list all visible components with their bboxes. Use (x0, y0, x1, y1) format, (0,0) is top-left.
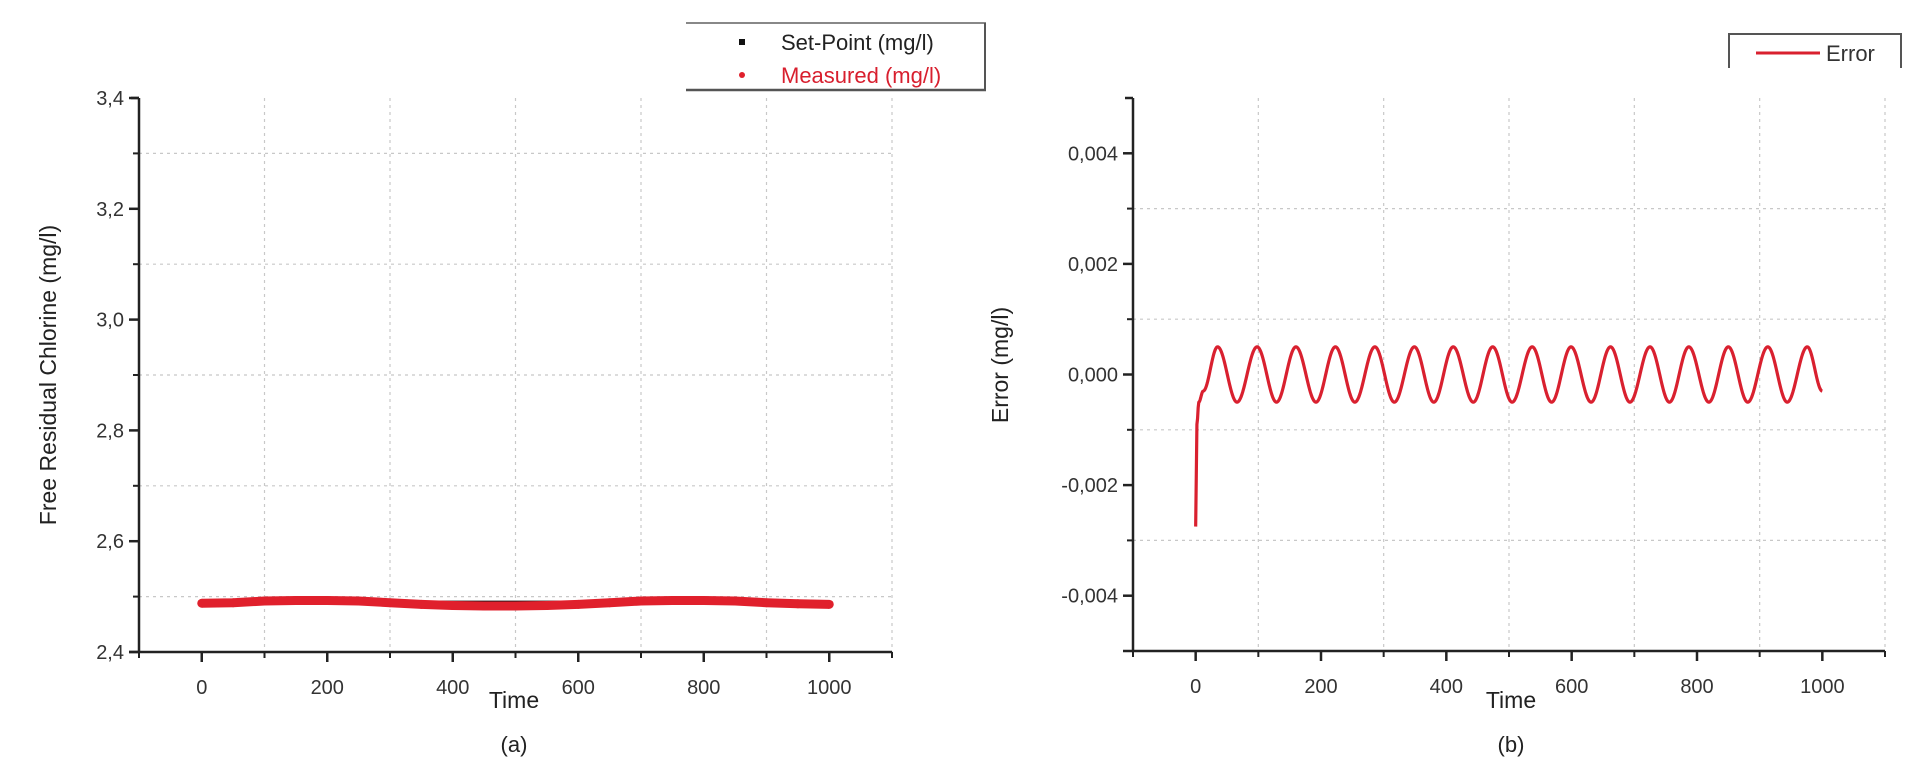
measured-data-point (636, 596, 646, 606)
measured-data-point (291, 595, 301, 605)
chart-a-axes: 0 200 400 600 800 1000 2,4 2,6 2,8 3,0 3,2 3,4 (96, 88, 893, 699)
chart-a-x-tick-label: 1000 (807, 677, 852, 699)
chart-b-grid (1133, 98, 1886, 651)
chart-b-y-tick-label: 0,004 (1068, 143, 1118, 165)
measured-data-point (479, 601, 489, 611)
chart-a-x-tick-label: 0 (196, 677, 207, 699)
chart-a-y-tick-label: 2,6 (96, 531, 124, 553)
chart-a-y-tick-label: 3,4 (96, 88, 124, 110)
measured-data-point (730, 596, 740, 606)
chart-a-x-tick-label: 200 (311, 677, 344, 699)
chart-a-x-tick-label: 800 (687, 677, 720, 699)
measured-data-point (354, 596, 364, 606)
measured-data-point (542, 600, 552, 610)
chart-b-axes: 0 200 400 600 800 1000 -0,004 -0,002 0,000 0,002 0… (1061, 96, 1886, 698)
chart-b-y-tick-label: -0,004 (1061, 586, 1118, 608)
chart-b-marks (1194, 345, 1824, 527)
chart-a-y-tick-label: 2,4 (96, 642, 124, 664)
chart-b-y-tick-label: 0,000 (1068, 365, 1118, 387)
measured-data-point (762, 598, 771, 608)
chart-b-x-axis-title: Time (1486, 687, 1536, 713)
chart-b-legend: Error (1728, 33, 1902, 68)
chart-a-x-tick-label: 600 (562, 677, 595, 699)
chart-a-marks (197, 595, 834, 611)
chart-a-y-tick-label: 3,2 (96, 199, 124, 221)
measured-legend-marker (739, 72, 745, 78)
error-legend-label: Error (1826, 41, 1875, 66)
chart-a-legend: Set-Point (mg/l) Measured (mg/l) (686, 22, 986, 92)
measured-data-point (824, 599, 834, 609)
chart-a-free-residual-chlorine: 0 200 400 600 800 1000 2,4 2,6 2,8 3,0 3,2 3,4 Time… (35, 22, 986, 757)
chart-b-error: 0 200 400 600 800 1000 -0,004 -0,002 0,000 0,002 0… (987, 33, 1902, 757)
measured-data-point (605, 598, 615, 608)
chart-a-grid (139, 98, 893, 652)
measured-data-point (416, 599, 426, 609)
set-point-legend-label: Set-Point (mg/l) (781, 30, 934, 55)
chart-b-x-tick-label: 400 (1430, 676, 1463, 698)
measured-data-point (448, 600, 458, 610)
measured-data-point (385, 598, 395, 608)
measured-data-point (228, 598, 238, 608)
chart-b-x-tick-label: 200 (1304, 676, 1337, 698)
chart-b-y-tick-label: 0,002 (1068, 254, 1118, 276)
measured-data-point (667, 595, 677, 605)
measured-data-point (793, 599, 803, 609)
chart-a-x-tick-label: 400 (436, 677, 469, 699)
measured-legend-label: Measured (mg/l) (781, 63, 941, 88)
measured-data-point (260, 596, 269, 606)
measured-data-point (573, 599, 583, 609)
chart-b-x-tick-label: 600 (1555, 676, 1588, 698)
chart-a-caption: (a) (501, 732, 528, 757)
chart-b-x-tick-label: 0 (1190, 676, 1201, 698)
measured-data-point (197, 598, 207, 608)
chart-b-caption: (b) (1498, 732, 1525, 757)
chart-a-y-tick-label: 3,0 (96, 310, 124, 332)
chart-b-y-tick-label: -0,002 (1061, 475, 1118, 497)
set-point-legend-marker (739, 39, 745, 45)
error-series-line (1194, 345, 1824, 527)
measured-data-point (511, 601, 520, 611)
chart-b-y-axis-title: Error (mg/l) (987, 307, 1013, 423)
measured-data-point (322, 595, 332, 605)
chart-a-x-axis-title: Time (489, 687, 539, 713)
chart-b-x-tick-label: 1000 (1800, 676, 1845, 698)
chart-a-y-axis-title: Free Residual Chlorine (mg/l) (35, 225, 61, 525)
chart-a-y-tick-label: 2,8 (96, 420, 124, 442)
chart-b-x-tick-label: 800 (1680, 676, 1713, 698)
measured-data-point (699, 595, 709, 605)
